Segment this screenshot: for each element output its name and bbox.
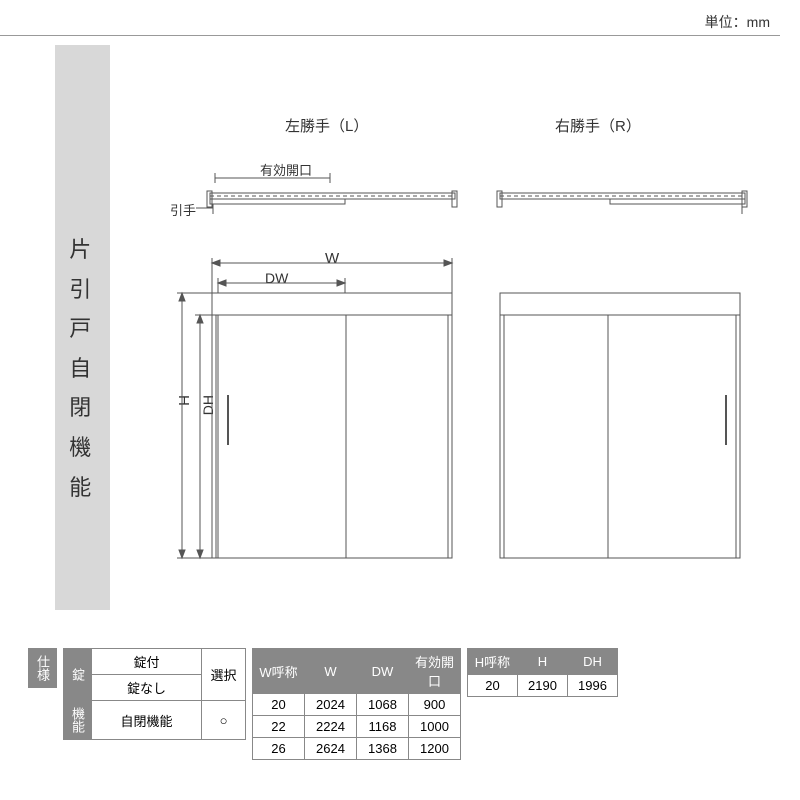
table-cell: 1168 — [357, 716, 409, 738]
spec-lock-table: 錠 錠付 選択 錠なし 機能 自閉機能 ○ — [63, 648, 246, 740]
table-header: W — [305, 649, 357, 694]
func-value: 自閉機能 — [92, 701, 202, 740]
table-cell: 2024 — [305, 694, 357, 716]
table-cell: 2190 — [518, 675, 568, 697]
table-header: W呼称 — [253, 649, 305, 694]
table-cell: 2224 — [305, 716, 357, 738]
table-cell: 1068 — [357, 694, 409, 716]
lock-without: 錠なし — [92, 675, 202, 701]
table-cell: 1000 — [409, 716, 461, 738]
table-cell: 20 — [253, 694, 305, 716]
select-label: 選択 — [202, 649, 246, 701]
spec-label-table: 仕様 — [28, 648, 57, 688]
table-cell: 20 — [468, 675, 518, 697]
lock-with: 錠付 — [92, 649, 202, 675]
w-table: W呼称WDW有効開口 2020241068900 22222411681000 262… — [252, 648, 461, 760]
table-header: DH — [568, 649, 618, 675]
table-cell: 900 — [409, 694, 461, 716]
table-cell: 1200 — [409, 738, 461, 760]
table-header: 有効開口 — [409, 649, 461, 694]
table-header: DW — [357, 649, 409, 694]
table-cell: 1368 — [357, 738, 409, 760]
table-cell: 26 — [253, 738, 305, 760]
table-cell: 22 — [253, 716, 305, 738]
lock-label: 錠 — [64, 649, 92, 701]
func-label: 機能 — [64, 701, 92, 740]
diagram-svg — [0, 0, 800, 620]
table-cell: 2624 — [305, 738, 357, 760]
table-cell: 1996 — [568, 675, 618, 697]
h-table: H呼称HDH 2021901996 — [467, 648, 618, 697]
spec-shiyou-label: 仕様 — [29, 649, 57, 688]
spec-area: 仕様 錠 錠付 選択 錠なし 機能 自閉機能 ○ W呼称WDW有効開口20202… — [28, 648, 780, 760]
table-header: H呼称 — [468, 649, 518, 675]
func-mark: ○ — [202, 701, 246, 740]
table-header: H — [518, 649, 568, 675]
